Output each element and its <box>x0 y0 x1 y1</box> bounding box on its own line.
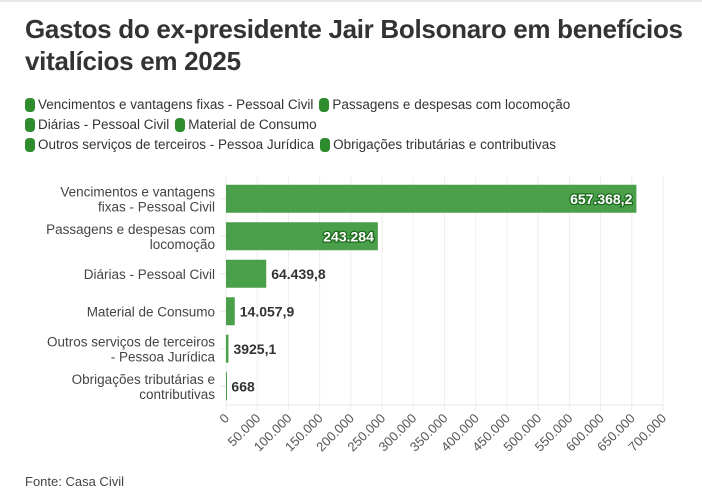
bar <box>226 297 235 326</box>
bar <box>226 372 227 401</box>
source-note: Fonte: Casa Civil <box>25 474 124 489</box>
legend-item[interactable]: Obrigações tributárias e contributivas <box>320 135 556 155</box>
data-label: 64.439,8 <box>271 266 326 282</box>
legend-swatch <box>25 98 35 112</box>
category-label: - Pessoa Jurídica <box>111 349 216 364</box>
category-label: Vencimentos e vantagens <box>60 184 215 199</box>
legend-swatch <box>175 118 186 132</box>
category-label: Outros serviços de terceiros <box>47 334 215 349</box>
bar <box>226 334 229 363</box>
legend-label: Diárias - Pessoal Civil <box>38 117 170 132</box>
data-label: 14.057,9 <box>240 303 295 319</box>
legend-swatch <box>319 98 330 112</box>
category-label: contributivas <box>139 387 215 402</box>
legend-item[interactable]: Diárias - Pessoal Civil <box>25 115 169 135</box>
bar <box>226 259 267 288</box>
legend-row: Vencimentos e vantagens fixas - Pessoal … <box>25 95 685 115</box>
legend: Vencimentos e vantagens fixas - Pessoal … <box>25 95 685 155</box>
data-label: 243.284 <box>323 228 374 244</box>
bar-chart: 050.000100.000150.000200.000250.000300.0… <box>46 175 669 454</box>
data-label: 657.368,2 <box>570 191 632 207</box>
category-label: Obrigações tributárias e <box>72 372 215 387</box>
legend-swatch <box>320 138 331 152</box>
legend-label: Vencimentos e vantagens fixas - Pessoal … <box>38 97 314 112</box>
category-label: Passagens e despesas com <box>46 222 215 237</box>
legend-label: Material de Consumo <box>188 117 317 132</box>
x-tick-label: 0 <box>216 411 232 427</box>
bar <box>226 222 378 251</box>
legend-label: Passagens e despesas com locomoção <box>332 97 571 112</box>
legend-item[interactable]: Outros serviços de terceiros - Pessoa Ju… <box>25 135 314 155</box>
legend-label: Outros serviços de terceiros - Pessoa Ju… <box>38 137 315 152</box>
legend-label: Obrigações tributárias e contributivas <box>333 137 556 152</box>
top-divider <box>0 0 702 2</box>
data-label: 3925,1 <box>233 341 276 357</box>
legend-row: Outros serviços de terceiros - Pessoa Ju… <box>25 135 685 155</box>
chart-title: Gastos do ex-presidente Jair Bolsonaro e… <box>25 14 683 76</box>
legend-item[interactable]: Material de Consumo <box>175 115 317 135</box>
data-label: 668 <box>231 378 255 394</box>
legend-row: Diárias - Pessoal Civil Material de Consu… <box>25 115 685 135</box>
category-label: Material de Consumo <box>87 304 215 319</box>
legend-item[interactable]: Vencimentos e vantagens fixas - Pessoal … <box>25 95 313 115</box>
bar <box>226 184 637 213</box>
legend-item[interactable]: Passagens e despesas com locomoção <box>319 95 570 115</box>
category-label: fixas - Pessoal Civil <box>98 199 215 214</box>
legend-swatch <box>25 118 35 132</box>
legend-swatch <box>25 138 35 152</box>
category-label: Diárias - Pessoal Civil <box>84 267 215 282</box>
category-label: locomoção <box>150 237 215 252</box>
